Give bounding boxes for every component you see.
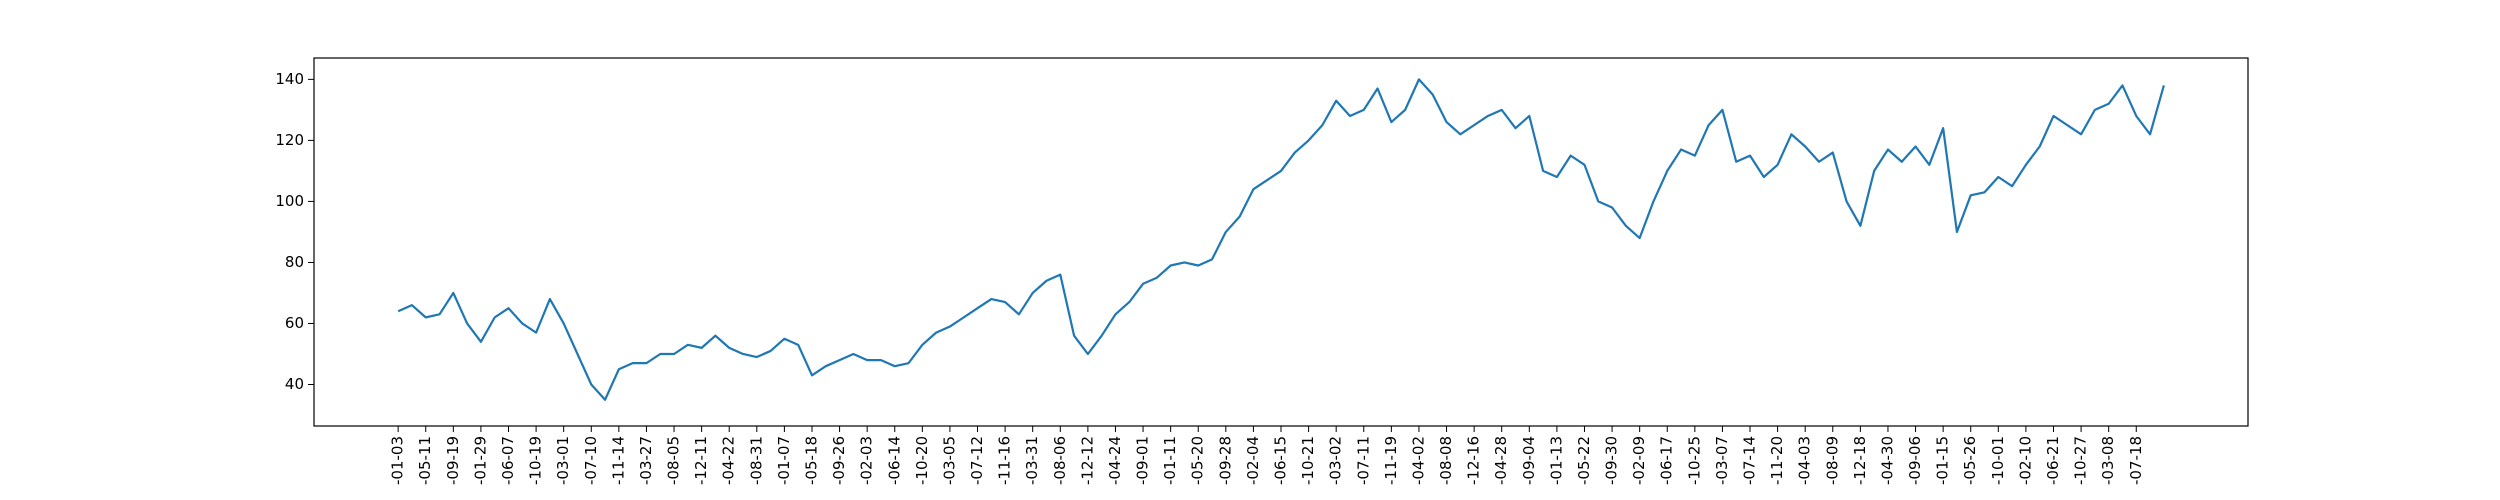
- x-tick-label: -06-21: [2044, 436, 2062, 485]
- x-tick-label: -05-11: [416, 436, 434, 485]
- x-tick-label: -09-30: [1603, 436, 1621, 485]
- x-tick-label: -08-31: [747, 436, 765, 485]
- x-tick-label: -04-30: [1878, 436, 1896, 485]
- x-tick-label: -03-08: [2099, 436, 2117, 485]
- x-tick-label: -04-03: [1796, 436, 1814, 485]
- x-tick-label: -01-15: [1934, 436, 1952, 485]
- y-tick-label: 80: [285, 253, 304, 271]
- x-tick-label: -07-11: [1354, 436, 1372, 485]
- x-tick-label: -09-04: [1520, 436, 1538, 485]
- x-tick-label: -06-17: [1658, 436, 1676, 485]
- x-tick-label: -07-12: [968, 436, 986, 485]
- x-tick-label: -10-27: [2072, 436, 2090, 485]
- x-tick-label: -10-19: [527, 436, 545, 485]
- x-tick-label: -03-05: [940, 436, 958, 485]
- x-tick-label: -06-15: [1272, 436, 1290, 485]
- x-tick-label: -08-08: [1437, 436, 1455, 485]
- y-tick-label: 40: [285, 375, 304, 393]
- x-tick-label: -10-21: [1299, 436, 1317, 485]
- x-tick-label: -02-03: [858, 436, 876, 485]
- x-tick-label: -12-11: [692, 436, 710, 485]
- x-tick-label: -05-22: [1575, 436, 1593, 485]
- x-tick-label: -06-14: [885, 436, 903, 485]
- x-tick-label: -09-19: [444, 436, 462, 485]
- x-tick-label: -01-29: [471, 436, 489, 485]
- x-tick-label: -09-01: [1134, 436, 1152, 485]
- x-tick-label: -03-27: [637, 436, 655, 485]
- x-tick-label: -03-31: [1023, 436, 1041, 485]
- x-tick-label: -08-06: [1051, 436, 1069, 485]
- x-tick-label: -12-16: [1465, 436, 1483, 485]
- x-tick-label: -08-05: [665, 436, 683, 485]
- y-tick-label: 100: [275, 192, 304, 210]
- x-tick-label: -08-09: [1823, 436, 1841, 485]
- x-tick-label: -06-07: [499, 436, 517, 485]
- x-tick-label: -07-14: [1741, 436, 1759, 485]
- x-tick-label: -02-04: [1244, 436, 1262, 485]
- x-tick-label: -10-25: [1685, 436, 1703, 485]
- x-tick-label: -11-16: [996, 436, 1014, 485]
- line: [397, 78, 2165, 401]
- x-tick-label: -12-12: [1078, 436, 1096, 485]
- y-tick-label: 60: [285, 314, 304, 332]
- x-tick-label: -05-26: [1961, 436, 1979, 485]
- x-tick-label: -11-14: [609, 436, 627, 485]
- x-tick-label: -04-24: [1106, 436, 1124, 485]
- x-tick-label: -03-02: [1327, 436, 1345, 485]
- plot-frame: [313, 57, 2249, 427]
- x-tick-label: -01-11: [1161, 436, 1179, 485]
- x-tick-label: -09-26: [830, 436, 848, 485]
- x-tick-label: -11-19: [1382, 436, 1400, 485]
- x-tick-label: -04-02: [1409, 436, 1427, 485]
- x-tick-label: -11-20: [1768, 436, 1786, 485]
- y-tick-label: 120: [275, 131, 304, 149]
- x-tick-label: -07-10: [582, 436, 600, 485]
- x-tick-label: -10-01: [1989, 436, 2007, 485]
- x-tick-label: -01-07: [775, 436, 793, 485]
- x-tick-label: -03-01: [554, 436, 572, 485]
- x-tick-label: -05-18: [802, 436, 820, 485]
- x-tick-label: -07-18: [2127, 436, 2145, 485]
- x-tick-label: -01-13: [1547, 436, 1565, 485]
- y-tick-label: 140: [275, 70, 304, 88]
- x-tick-label: -12-18: [1851, 436, 1869, 485]
- x-tick-label: -03-07: [1713, 436, 1731, 485]
- x-tick-label: -04-22: [720, 436, 738, 485]
- x-tick-label: -09-28: [1216, 436, 1234, 485]
- x-tick-label: -04-28: [1492, 436, 1510, 485]
- x-tick-label: -10-20: [913, 436, 931, 485]
- x-tick-label: -02-09: [1630, 436, 1648, 485]
- x-tick-label: -09-06: [1906, 436, 1924, 485]
- x-tick-label: -02-10: [2016, 436, 2034, 485]
- x-tick-label: -01-03: [389, 436, 407, 485]
- x-tick-label: -05-20: [1189, 436, 1207, 485]
